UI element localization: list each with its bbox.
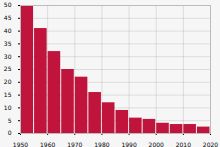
svg-text:0: 0 xyxy=(8,129,12,136)
svg-text:25: 25 xyxy=(4,65,12,72)
svg-text:40: 40 xyxy=(4,27,12,34)
svg-text:15: 15 xyxy=(4,91,12,98)
svg-text:2010: 2010 xyxy=(176,141,191,147)
svg-text:1990: 1990 xyxy=(121,141,136,147)
svg-text:2000: 2000 xyxy=(149,141,164,147)
svg-text:2020: 2020 xyxy=(203,141,218,147)
svg-text:10: 10 xyxy=(4,104,12,111)
svg-text:45: 45 xyxy=(4,14,12,21)
svg-text:1980: 1980 xyxy=(94,141,109,147)
svg-text:1950: 1950 xyxy=(13,141,28,147)
svg-text:1960: 1960 xyxy=(40,141,55,147)
svg-text:20: 20 xyxy=(4,78,12,85)
svg-text:35: 35 xyxy=(4,40,12,47)
svg-text:30: 30 xyxy=(4,53,12,60)
svg-text:5: 5 xyxy=(8,117,12,124)
svg-text:1970: 1970 xyxy=(67,141,82,147)
svg-text:50: 50 xyxy=(4,1,12,8)
